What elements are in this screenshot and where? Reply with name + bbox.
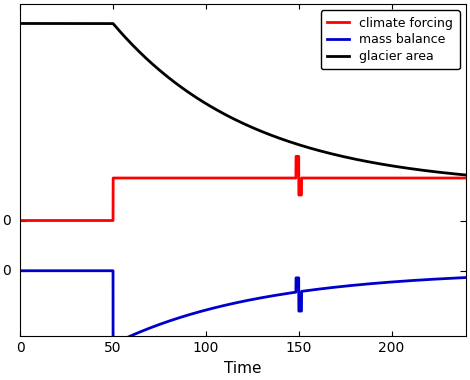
climate forcing <box>105 218 110 223</box>
glacier area <box>105 21 110 26</box>
climate forcing <box>463 176 469 180</box>
Text: 0: 0 <box>2 264 11 278</box>
glacier area <box>44 21 50 26</box>
climate forcing <box>19 218 25 223</box>
climate forcing <box>17 218 23 223</box>
Line: climate forcing: climate forcing <box>20 157 466 220</box>
mass balance <box>105 268 110 273</box>
glacier area <box>17 21 23 26</box>
mass balance <box>36 268 41 273</box>
Line: mass balance: mass balance <box>20 271 466 344</box>
Line: glacier area: glacier area <box>20 24 466 175</box>
glacier area <box>463 173 469 177</box>
mass balance <box>44 268 50 273</box>
Legend: climate forcing, mass balance, glacier area: climate forcing, mass balance, glacier a… <box>321 10 460 70</box>
mass balance <box>110 342 116 347</box>
mass balance <box>463 275 469 280</box>
mass balance <box>19 268 25 273</box>
glacier area <box>439 170 445 175</box>
climate forcing <box>293 154 299 159</box>
mass balance <box>17 268 23 273</box>
climate forcing <box>36 218 41 223</box>
X-axis label: Time: Time <box>224 361 262 376</box>
mass balance <box>235 300 241 305</box>
glacier area <box>19 21 25 26</box>
climate forcing <box>235 176 241 180</box>
climate forcing <box>439 176 445 180</box>
glacier area <box>36 21 41 26</box>
glacier area <box>235 119 241 123</box>
Text: 0: 0 <box>2 214 11 228</box>
mass balance <box>439 277 445 281</box>
climate forcing <box>44 218 50 223</box>
